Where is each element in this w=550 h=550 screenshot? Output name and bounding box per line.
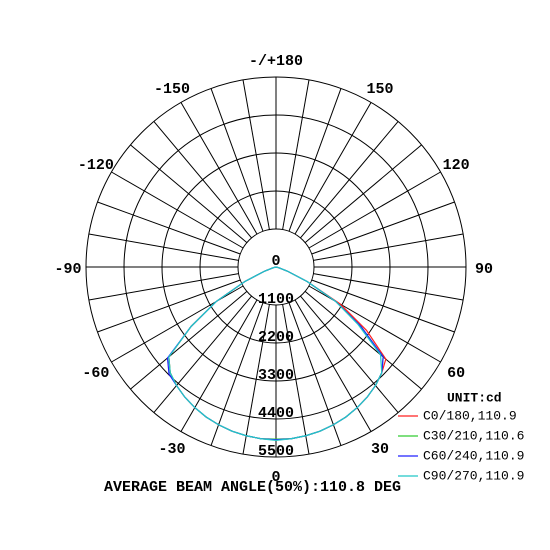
angle-tick-label: -150 <box>154 81 190 98</box>
r-tick-label: 5500 <box>258 443 294 460</box>
grid-ring <box>237 228 315 306</box>
angle-tick-label: -/+180 <box>249 53 303 70</box>
angle-tick-label: 150 <box>366 81 393 98</box>
legend-label: C30/210,110.6 <box>423 428 524 443</box>
angle-tick-label: -90 <box>54 261 81 278</box>
r-tick-label: 0 <box>271 253 280 270</box>
grid-ring <box>199 190 353 344</box>
r-tick-label: 3300 <box>258 367 294 384</box>
legend-label: C0/180,110.9 <box>423 408 517 423</box>
legend-label: C60/240,110.9 <box>423 448 524 463</box>
r-tick-label: 1100 <box>258 291 294 308</box>
angle-tick-label: 30 <box>371 441 389 458</box>
unit-label: UNIT:cd <box>447 390 502 405</box>
angle-tick-label: -60 <box>82 365 109 382</box>
grid-ring <box>161 152 391 382</box>
angle-tick-label: 0 <box>271 469 280 486</box>
angle-tick-label: -120 <box>78 157 114 174</box>
legend-label: C90/270,110.9 <box>423 468 524 483</box>
r-tick-label: 4400 <box>258 405 294 422</box>
grid-ring <box>123 114 429 420</box>
series-line <box>168 266 383 442</box>
grid-ring <box>85 76 467 458</box>
angle-tick-label: 60 <box>447 365 465 382</box>
r-tick-label: 2200 <box>258 329 294 346</box>
angle-tick-label: 120 <box>443 157 470 174</box>
angle-tick-label: -30 <box>158 441 185 458</box>
footer: AVERAGE BEAM ANGLE(50%):110.8 DEG <box>104 479 401 496</box>
angle-tick-label: 90 <box>475 261 493 278</box>
